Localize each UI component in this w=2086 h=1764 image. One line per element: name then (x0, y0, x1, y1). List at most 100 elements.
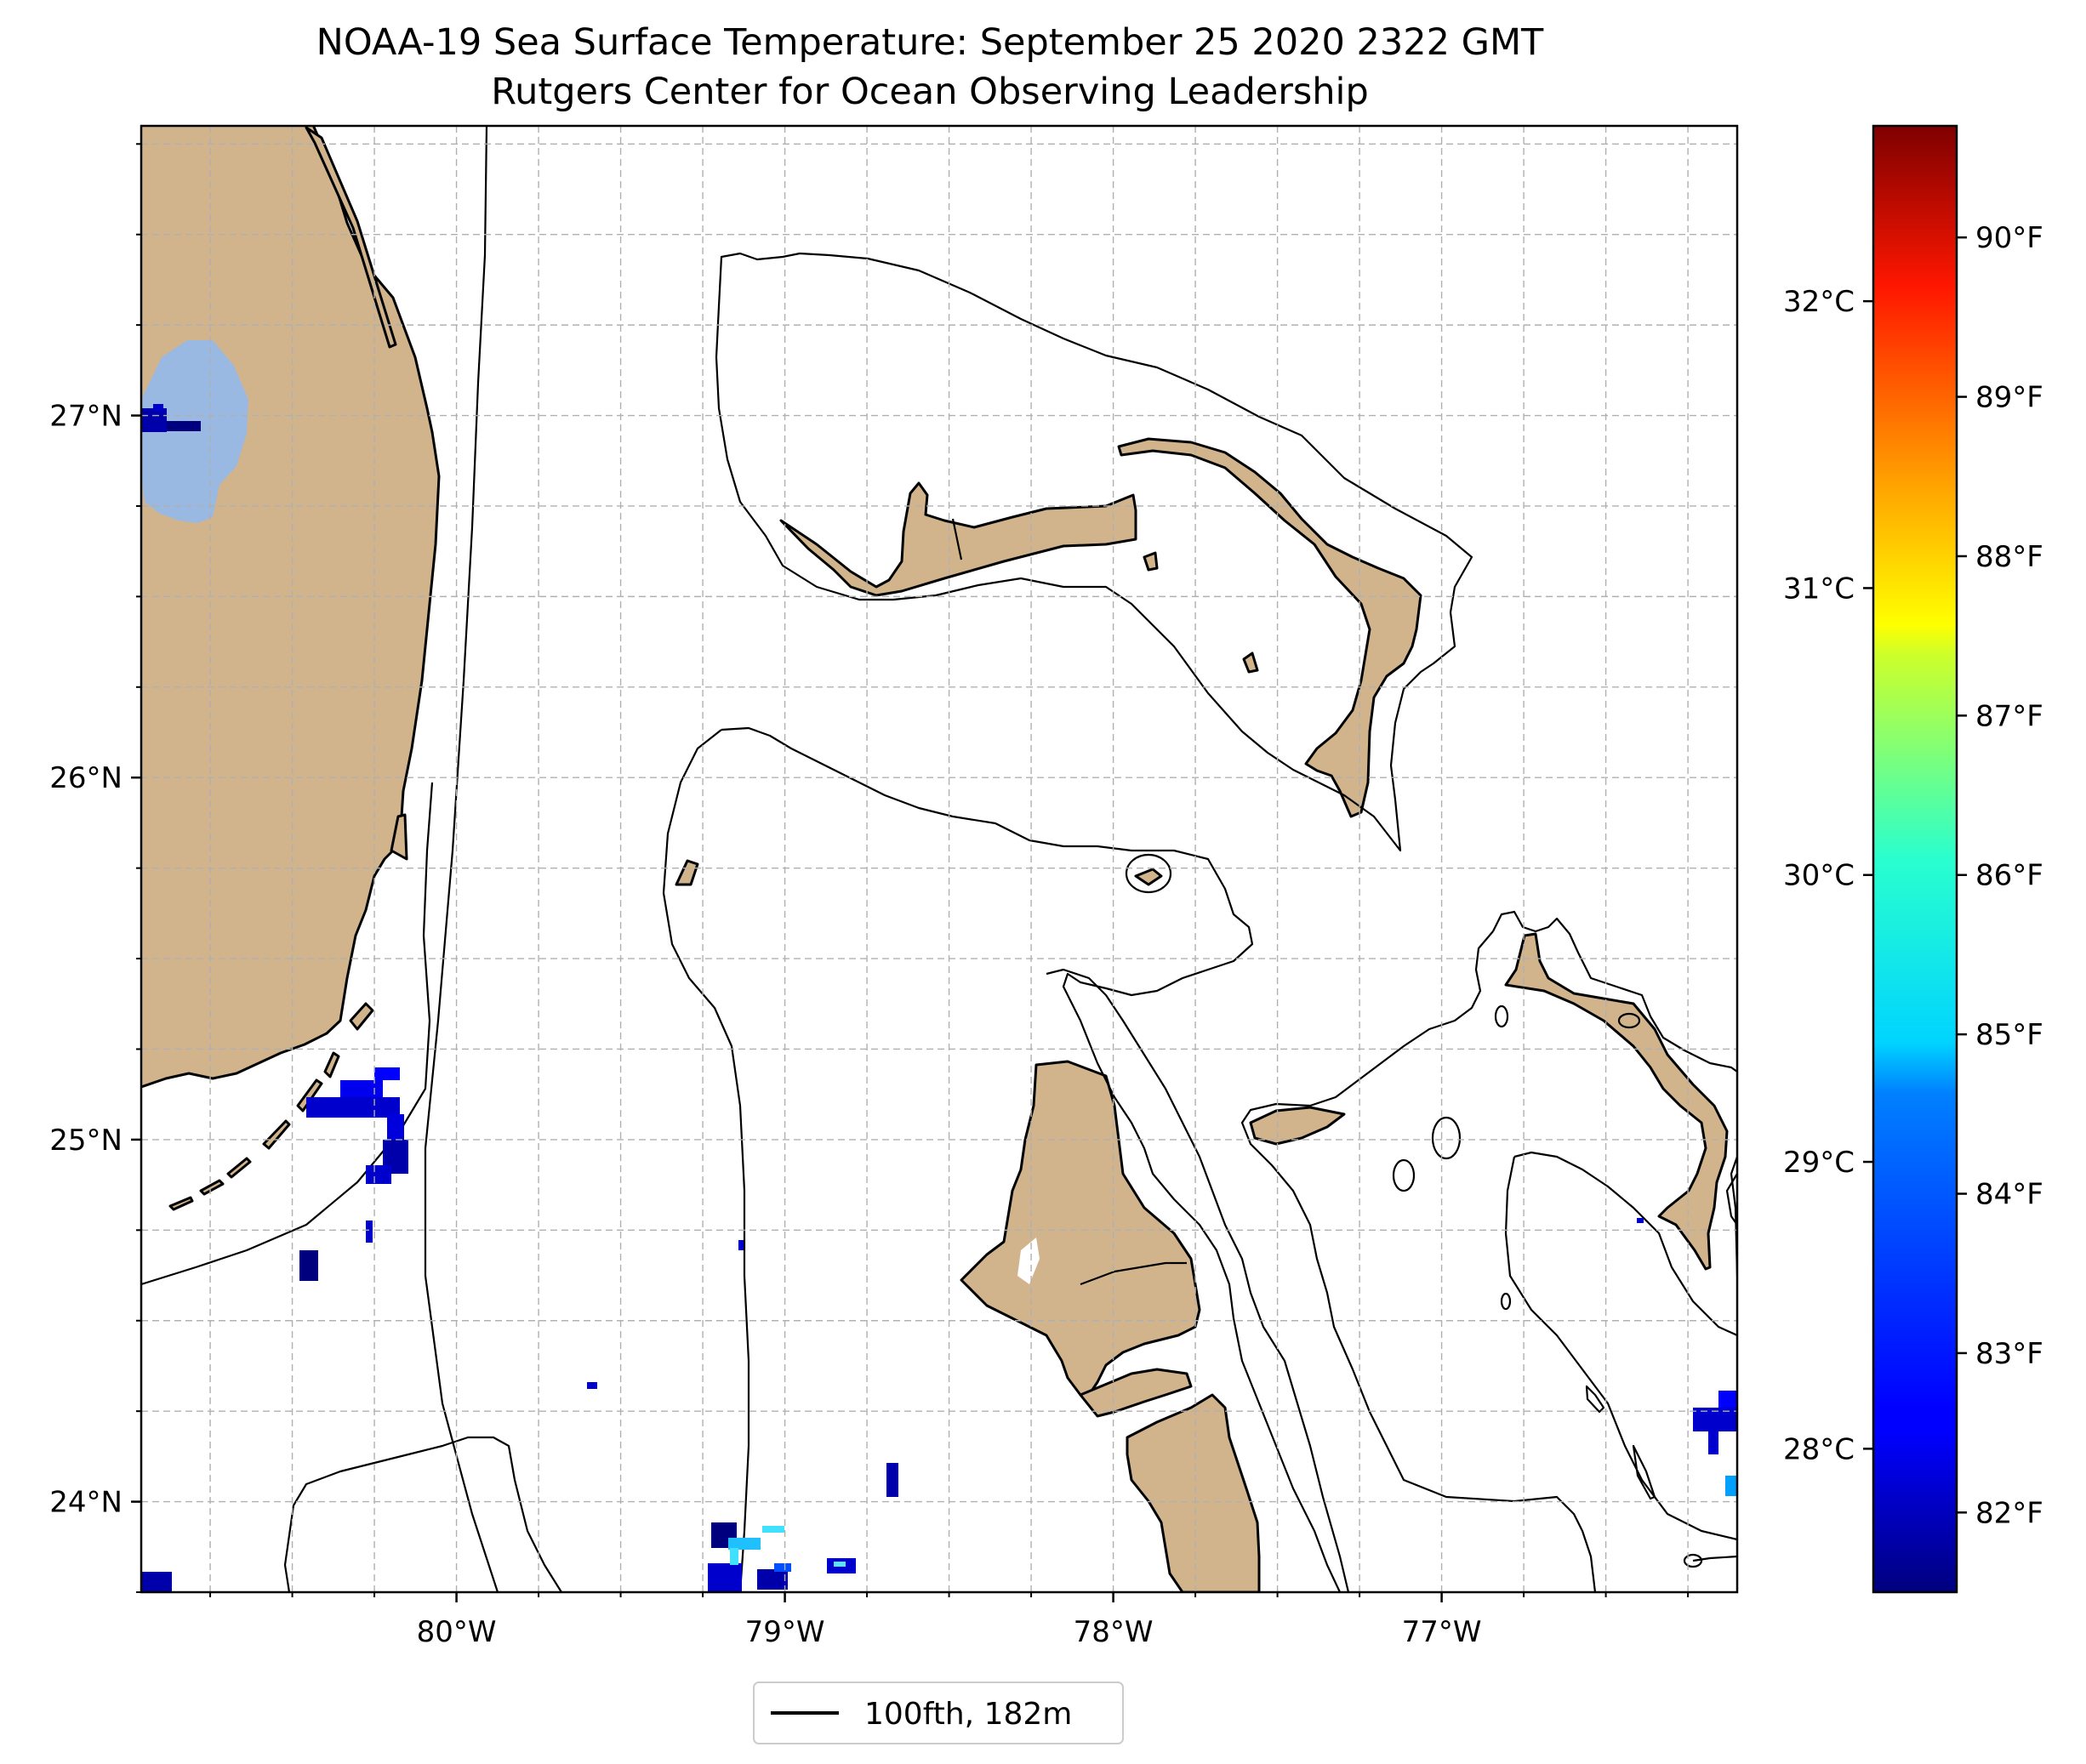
keys-island-5 (226, 1157, 252, 1179)
sst-pixel (299, 1250, 318, 1281)
colorbar-c-label: 29°C (1783, 1146, 1855, 1180)
isobath-small-bank-7 (1500, 1292, 1512, 1311)
sst-pixel (762, 1526, 784, 1533)
map-frame (140, 124, 1739, 1594)
sst-pixel (774, 1563, 791, 1572)
lon-tick-label: 77°W (1402, 1615, 1482, 1649)
lat-tick-label: 25°N (49, 1124, 123, 1158)
isobath-great-bahama-bank-edge (662, 729, 750, 1592)
isobath-tongue-of-ocean-west (1046, 968, 1350, 1592)
sst-pixel (340, 1080, 383, 1097)
andros-inner-line (1080, 1261, 1187, 1286)
isobath-cat-island (1725, 1173, 1737, 1226)
sst-pixel (366, 1165, 391, 1184)
colorbar-c-label: 28°C (1783, 1432, 1855, 1466)
chart-subtitle: Rutgers Center for Ocean Observing Leade… (491, 71, 1369, 113)
colorbar-f-label: 85°F (1975, 1018, 2043, 1052)
isobath-tongue-of-ocean-east (1240, 930, 1597, 1592)
berry-islands (1134, 868, 1163, 886)
isobath-small-bank-5 (1617, 1012, 1641, 1029)
lat-tick-label: 26°N (49, 761, 123, 795)
isobath-exuma-north (1513, 1151, 1737, 1337)
colorbar-f-label: 90°F (1975, 221, 2043, 255)
colorbar-c-label: 30°C (1783, 859, 1855, 893)
sst-pixel (708, 1563, 742, 1592)
keys-island-1 (349, 1002, 374, 1031)
lake-okeechobee (141, 340, 248, 523)
legend-box (753, 1681, 1124, 1744)
lat-tick-label: 24°N (49, 1486, 123, 1520)
isobath-small-bank-2 (1431, 1116, 1462, 1160)
isobath-eleuthera-north (1492, 910, 1737, 1073)
colorbar-f-label: 84°F (1975, 1178, 2043, 1212)
isobath-florida-straits (424, 126, 499, 1592)
map-area (141, 126, 1737, 1592)
sst-pixel (366, 1221, 373, 1243)
colorbar-ticks: 82°F 83°F 84°F 85°F 86°F 87°F 88°F 89°F 90°F 28°C… (1783, 221, 2043, 1530)
sst-pixel (1637, 1218, 1644, 1223)
sst-pixel (1718, 1391, 1737, 1408)
chart-title: NOAA-19 Sea Surface Temperature: Septemb… (316, 21, 1544, 64)
keys-island-7 (168, 1196, 194, 1211)
sst-pixel (306, 1097, 400, 1118)
small-cay-2 (1242, 652, 1259, 674)
andros-island (960, 1060, 1201, 1397)
isobath-small-bank-6 (1683, 1553, 1703, 1568)
colorbar-f-label: 82°F (1975, 1496, 2043, 1530)
sst-pixel (730, 1548, 738, 1565)
colorbar-frame (1872, 124, 1958, 1594)
keys-island-2 (323, 1051, 340, 1078)
colorbar-f-label: 83°F (1975, 1337, 2043, 1371)
isobath-great-bahama-bank-west (721, 726, 1341, 1592)
lat-tick-label: 27°N (49, 400, 123, 434)
lon-tick-label: 80°W (417, 1615, 497, 1649)
sst-pixel (587, 1382, 597, 1389)
florida-coastal-island (390, 813, 408, 861)
isobath-small-bank-3 (1392, 1158, 1416, 1192)
andros-south-island (1079, 1368, 1193, 1418)
sst-data-pixels (141, 404, 1737, 1592)
isobath-cay-sal-bank (283, 1436, 562, 1592)
sst-pixel (757, 1569, 788, 1590)
isobath-small-bank-9 (1632, 1444, 1656, 1500)
sst-pixel (1725, 1476, 1737, 1496)
isobath-exuma-tip (1692, 1555, 1737, 1562)
isobath-exuma-south (1504, 1156, 1737, 1541)
legend-label: 100fth, 182m (864, 1697, 1072, 1732)
grand-bahama-inner-line (951, 518, 963, 560)
colorbar: 82°F 83°F 84°F 85°F 86°F 87°F 88°F 89°F 90°F 28°C… (1783, 124, 2043, 1594)
isobath-small-bank-1 (1125, 853, 1172, 894)
colorbar-c-label: 31°C (1783, 572, 1855, 606)
sst-pixel (141, 408, 167, 432)
map-gridlines (141, 126, 1737, 1592)
keys-island-3 (296, 1078, 323, 1112)
isobath-little-bahama-bank (715, 252, 1473, 852)
sst-pixel (738, 1240, 744, 1250)
eleuthera-island (1504, 932, 1729, 1271)
florida-barrier-island (305, 126, 397, 349)
sst-pixel (141, 1572, 172, 1592)
isobath-small-bank-8 (1585, 1385, 1605, 1414)
colorbar-gradient (1873, 126, 1957, 1592)
colorbar-f-label: 89°F (1975, 381, 2043, 415)
isobath-small-bank-4 (1494, 1004, 1509, 1028)
keys-island-6 (199, 1179, 225, 1196)
sst-pixel (153, 404, 163, 411)
sst-pixel (1708, 1429, 1718, 1454)
sst-pixel (374, 1067, 400, 1080)
legend: 100fth, 182m (753, 1681, 1124, 1744)
small-cay-1 (1143, 551, 1159, 572)
sst-pixel (886, 1463, 898, 1497)
lon-tick-label: 78°W (1074, 1615, 1154, 1649)
sst-pixel (728, 1538, 761, 1550)
colorbar-c-label: 32°C (1783, 285, 1855, 319)
colorbar-f-label: 88°F (1975, 540, 2043, 574)
grand-bahama (779, 481, 1137, 597)
andros-creek (1017, 1238, 1040, 1284)
abaco-island (1117, 437, 1422, 818)
map-axes: 80°W 79°W 78°W 77°W 27°N 26°N 25°N 24°N (49, 143, 1690, 1649)
colorbar-f-label: 86°F (1975, 859, 2043, 893)
colorbar-f-label: 87°F (1975, 699, 2043, 733)
sst-pixel (167, 421, 201, 431)
